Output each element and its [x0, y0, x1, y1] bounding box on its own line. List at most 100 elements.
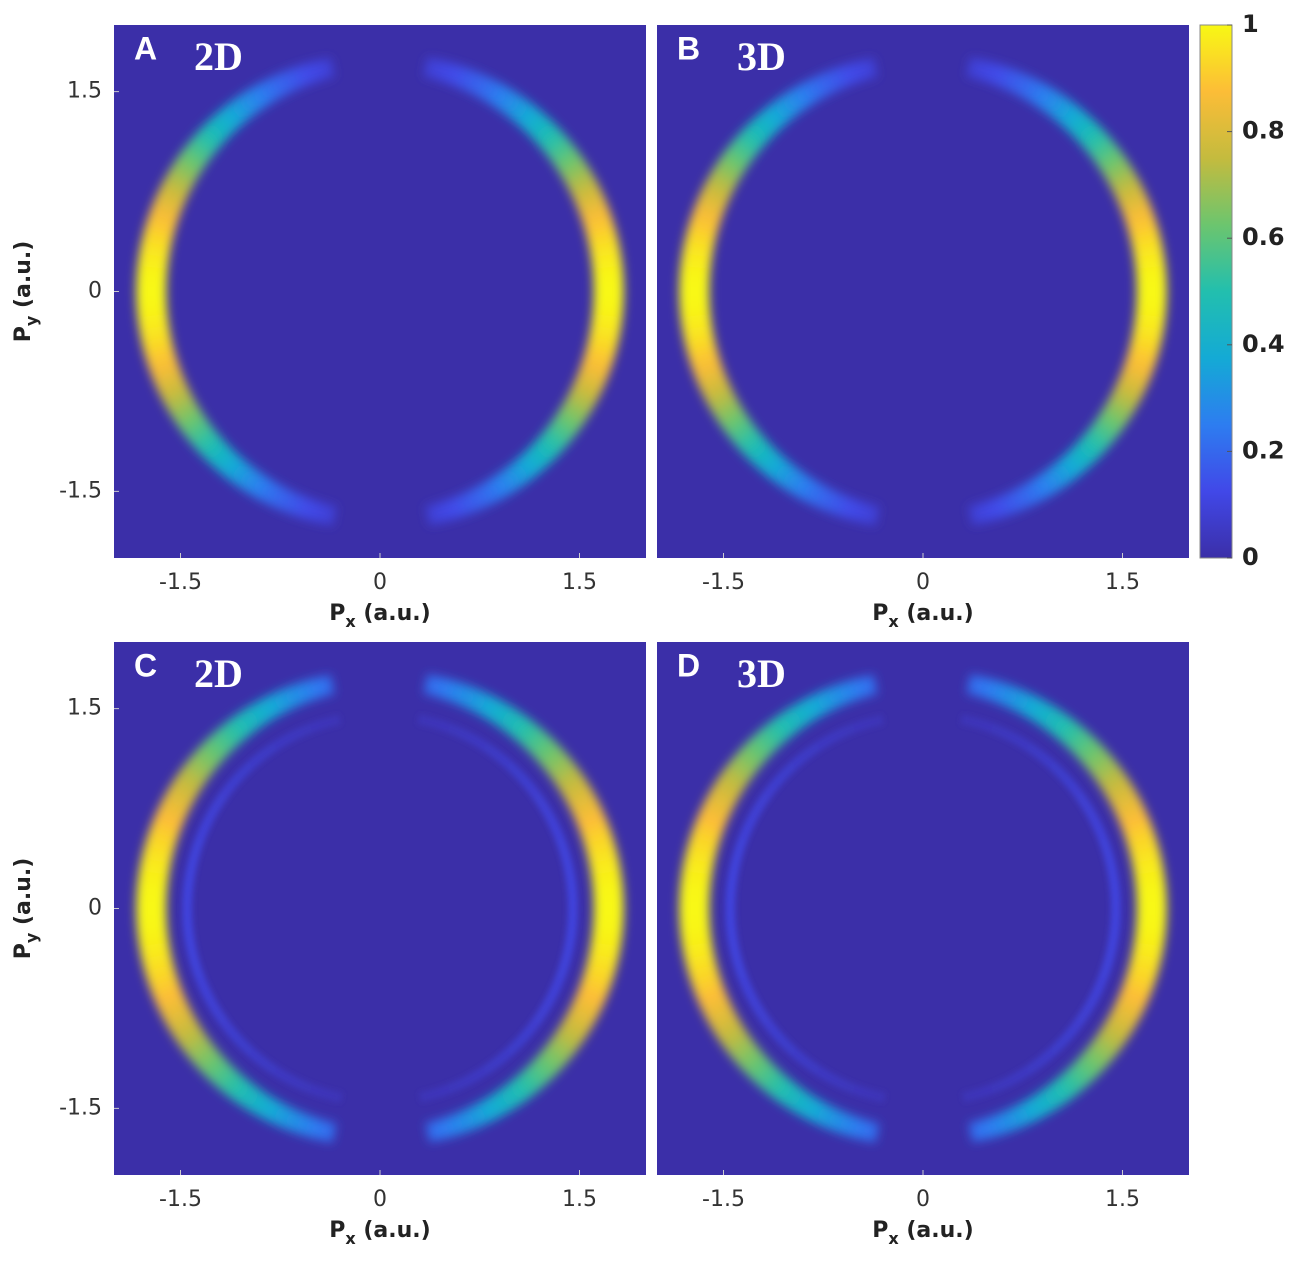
ring-segment [702, 968, 706, 981]
ring-segment [1127, 1000, 1133, 1013]
ring-segment [713, 187, 719, 200]
ring-segment [1037, 483, 1049, 490]
ring-segment [1093, 434, 1102, 445]
ring-segment [549, 754, 558, 765]
ring-segment [1093, 1051, 1102, 1062]
ring-segment [320, 1092, 331, 1095]
ring-segment [1146, 859, 1149, 873]
ring-segment [154, 327, 157, 341]
ring-segment [274, 741, 284, 747]
ring-segment [533, 1069, 543, 1079]
ring-segment [162, 979, 167, 992]
ring-segment [1058, 771, 1066, 780]
ring-segment [210, 445, 220, 455]
ring-segment [845, 1085, 856, 1089]
ring-segment [541, 802, 547, 812]
ring-segment [475, 740, 485, 746]
ring-segment [175, 794, 182, 806]
ring-segment [458, 1080, 469, 1085]
ring-segment [871, 720, 882, 723]
ring-segment [250, 758, 259, 766]
ring-segment [328, 720, 339, 723]
ring-segment [994, 505, 1007, 510]
ring-segment [462, 1117, 475, 1122]
ring-segment [725, 406, 732, 418]
ring-segment [1108, 415, 1116, 427]
ring-segment [285, 78, 298, 83]
ring-segment [817, 699, 830, 705]
ring-segment [1005, 500, 1018, 505]
ring-segment [753, 1062, 763, 1072]
x-tick-label: -1.5 [159, 570, 202, 595]
ring-segment [1121, 1011, 1128, 1023]
ring-segment [1149, 254, 1151, 268]
ring-segment [236, 470, 247, 478]
ring-segment [171, 385, 177, 398]
ring-segment [731, 929, 733, 941]
y-tick-label: -1.5 [59, 1095, 102, 1120]
ring-segment [767, 1022, 774, 1031]
ring-segment [505, 476, 516, 484]
ring-segment [983, 1088, 994, 1092]
ring-segment [695, 920, 696, 934]
ring-segment [981, 724, 992, 728]
ring-segment [745, 1053, 754, 1064]
ring-segment [835, 1081, 846, 1086]
ring-segment [570, 877, 572, 889]
ring-segment [730, 888, 731, 900]
ring-segment [309, 509, 322, 513]
ring-segment [188, 878, 189, 890]
colorbar-tick-label: 1 [1242, 10, 1259, 38]
ring-segment [251, 1052, 260, 1060]
ring-segment [1076, 1069, 1086, 1079]
ring-segment [601, 954, 604, 968]
ring-segment [254, 93, 266, 100]
ring-segment [176, 1013, 183, 1025]
ring-segment [583, 186, 589, 199]
label-subscript: y [22, 932, 41, 943]
ring-segment [564, 772, 572, 784]
ring-segment [604, 325, 606, 339]
ring-segment [699, 232, 702, 246]
x-tick-label: -1.5 [159, 1187, 202, 1212]
ring-segment [202, 436, 211, 447]
ring-segment [156, 956, 159, 970]
y-tick-label: 0 [88, 279, 102, 304]
ring-segment [785, 765, 794, 773]
ring-segment [810, 1065, 820, 1072]
plot-background [114, 25, 646, 558]
label-subscript: y [22, 315, 41, 326]
ring-segment [307, 70, 320, 74]
ring-segment [604, 942, 606, 956]
ring-segment [1028, 1064, 1038, 1071]
ring-segment [863, 1092, 874, 1095]
ring-segment [852, 725, 863, 729]
ring-segment [1115, 404, 1122, 416]
ring-segment [1056, 722, 1067, 730]
ring-segment [189, 868, 191, 880]
x-tick-label: 1.5 [1105, 570, 1140, 595]
label-unit: (a.u.) [356, 601, 431, 626]
ring-segment [1025, 703, 1037, 710]
ring-segment [862, 684, 876, 687]
ring-segment [190, 939, 192, 951]
ring-segment [770, 462, 781, 471]
ring-segment [789, 477, 801, 485]
ring-segment [319, 684, 333, 687]
label-unit: (a.u.) [899, 601, 974, 626]
ring-segment [509, 1044, 518, 1052]
ring-segment [744, 755, 753, 766]
ring-segment [980, 687, 993, 691]
ring-segment [1036, 92, 1048, 99]
ring-segment [188, 929, 190, 941]
ring-segment [1114, 782, 1121, 794]
ring-segment [702, 221, 706, 234]
ring-segment [194, 147, 202, 158]
ring-segment [598, 966, 602, 979]
ring-segment [734, 949, 737, 960]
ring-segment [439, 1126, 452, 1130]
ring-segment [731, 416, 739, 428]
ring-segment [255, 484, 267, 491]
y-tick-label: 1.5 [67, 696, 102, 721]
ring-segment [603, 859, 606, 873]
